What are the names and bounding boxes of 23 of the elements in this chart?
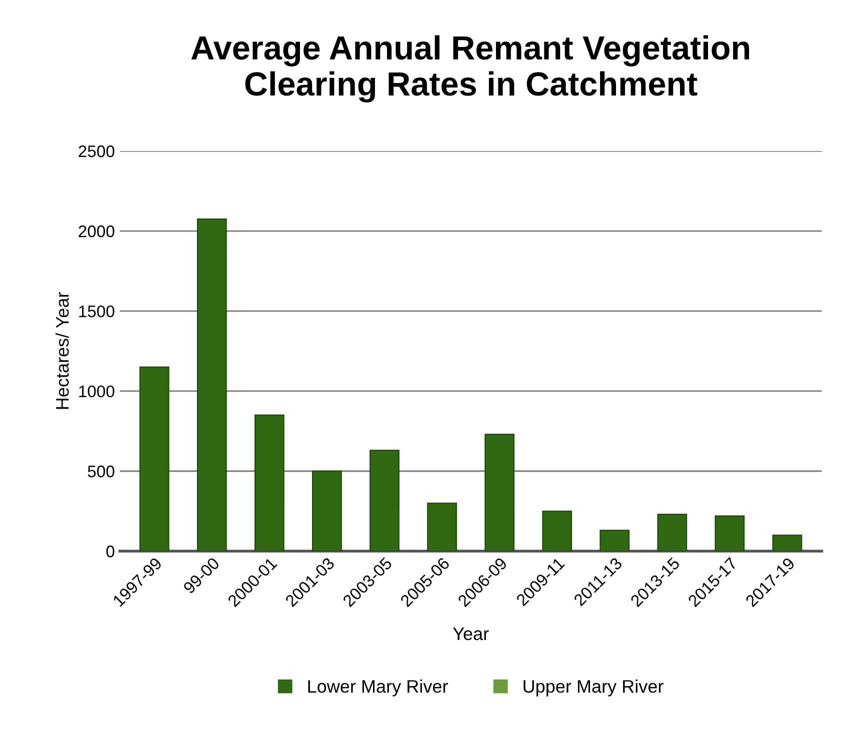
bar <box>139 366 170 552</box>
bar <box>312 470 342 552</box>
bar <box>600 530 630 552</box>
bar <box>542 510 572 552</box>
legend-label: Upper Mary River <box>524 680 664 696</box>
legend-label: Lower Mary River <box>308 680 448 696</box>
y-tick-label: 2000 <box>78 225 114 238</box>
y-tick-label: 1500 <box>79 305 114 318</box>
bar <box>484 434 515 552</box>
x-axis-title: Year <box>452 628 489 640</box>
y-axis-title: Hectares/ Year <box>56 292 69 409</box>
bar <box>196 218 227 552</box>
bar <box>370 450 400 552</box>
bar <box>714 515 745 552</box>
bar <box>254 414 284 552</box>
bar <box>772 534 802 552</box>
bar <box>657 514 688 552</box>
chart-title: Average Annual Remant Vegetation Clearing Rates in Catchment <box>191 35 750 103</box>
bar <box>427 502 457 552</box>
y-tick-label: 2500 <box>78 145 114 158</box>
y-tick-label: 0 <box>106 546 114 558</box>
y-tick-label: 500 <box>88 466 114 478</box>
y-tick-label: 1000 <box>79 385 114 398</box>
